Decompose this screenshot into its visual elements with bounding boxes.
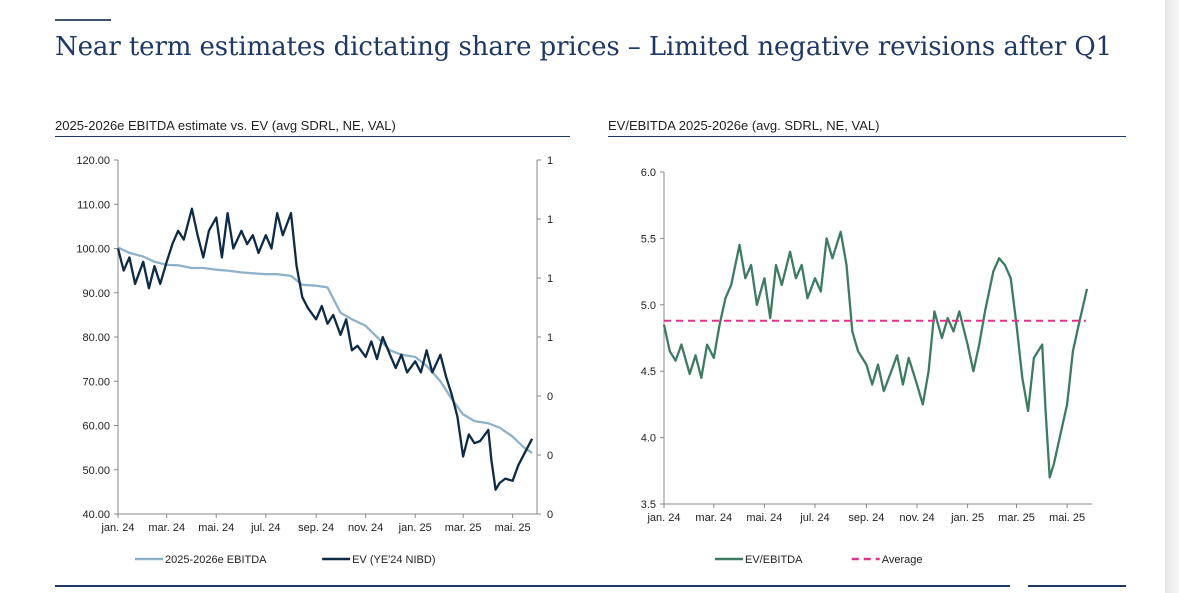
bottom-rule-right — [1028, 585, 1126, 587]
y-tick-label: 3.5 — [641, 499, 656, 511]
x-tick-label: sep. 24 — [298, 522, 334, 534]
y2-tick-label: 0 — [547, 450, 553, 462]
right-chart-title-rule — [608, 136, 1126, 137]
series-line-ev-ebitda — [662, 230, 1089, 479]
x-tick-label: mar. 24 — [148, 522, 185, 534]
y2-tick-label: 0 — [547, 509, 553, 521]
slide-title: Near term estimates dictating share pric… — [55, 32, 1113, 62]
x-tick-label: mai. 24 — [746, 512, 782, 524]
x-tick-label: mar. 25 — [445, 522, 482, 534]
y-tick-label: 50.00 — [82, 465, 110, 477]
y2-tick-label: 0 — [547, 391, 553, 403]
y-tick-label: 120.00 — [76, 155, 110, 167]
y-tick-label: 4.5 — [641, 366, 656, 378]
left-chart-title-rule — [55, 136, 570, 137]
y-tick-label: 100.00 — [76, 244, 110, 256]
x-tick-label: sep. 24 — [848, 512, 884, 524]
legend-label: EV/EBITDA — [745, 554, 803, 566]
left-chart-title: 2025-2026e EBITDA estimate vs. EV (avg S… — [55, 118, 396, 133]
ev-ebitda-chart: 3.5 4.0 4.5 5.0 5.5 6.0 jan. 24 mar. 24 mai. 24 j… — [641, 167, 1092, 566]
legend-label: EV (YE'24 NIBD) — [352, 554, 435, 566]
x-tick-label: mar. 24 — [695, 512, 732, 524]
x-tick-label: mai. 24 — [198, 522, 234, 534]
y2-tick-label: 1 — [547, 273, 553, 285]
y-tick-label: 70.00 — [82, 376, 110, 388]
series-line-ev-ye-24-nibd- — [116, 207, 534, 491]
x-tick-label: mai. 25 — [495, 522, 531, 534]
x-tick-label: mai. 25 — [1049, 512, 1085, 524]
x-tick-label: nov. 24 — [348, 522, 383, 534]
y-tick-label: 90.00 — [82, 288, 110, 300]
y-tick-label: 60.00 — [82, 421, 110, 433]
y2-tick-label: 1 — [547, 332, 553, 344]
y-tick-label: 110.00 — [77, 199, 110, 211]
y-tick-label: 5.5 — [641, 233, 656, 245]
y-tick-label: 4.0 — [641, 433, 656, 445]
y-tick-label: 5.0 — [641, 300, 656, 312]
x-tick-label: jan. 25 — [398, 522, 432, 534]
x-tick-label: jan. 24 — [646, 512, 680, 524]
y2-tick-label: 1 — [547, 214, 553, 226]
title-accent-rule — [55, 19, 111, 21]
x-tick-label: jan. 24 — [100, 522, 134, 534]
series-line-2025-2026e-ebitda — [117, 246, 533, 454]
legend-label: 2025-2026e EBITDA — [165, 554, 267, 566]
x-tick-label: jul. 24 — [799, 512, 829, 524]
right-chart-title: EV/EBITDA 2025-2026e (avg. SDRL, NE, VAL… — [608, 118, 880, 133]
ebitda-vs-ev-chart: 40.00 50.00 60.00 70.00 80.00 90.00 100.00 110.… — [76, 155, 553, 566]
y-tick-label: 6.0 — [641, 167, 656, 179]
x-tick-label: jul. 24 — [250, 522, 280, 534]
bottom-rule-left — [55, 585, 1010, 587]
x-tick-label: nov. 24 — [899, 512, 934, 524]
x-tick-label: mar. 25 — [998, 512, 1035, 524]
y-tick-label: 80.00 — [82, 332, 110, 344]
page-edge — [1165, 0, 1179, 593]
y2-tick-label: 1 — [547, 155, 553, 167]
y-tick-label: 40.00 — [82, 509, 110, 521]
x-tick-label: jan. 25 — [950, 512, 984, 524]
legend-label: Average — [882, 554, 923, 566]
